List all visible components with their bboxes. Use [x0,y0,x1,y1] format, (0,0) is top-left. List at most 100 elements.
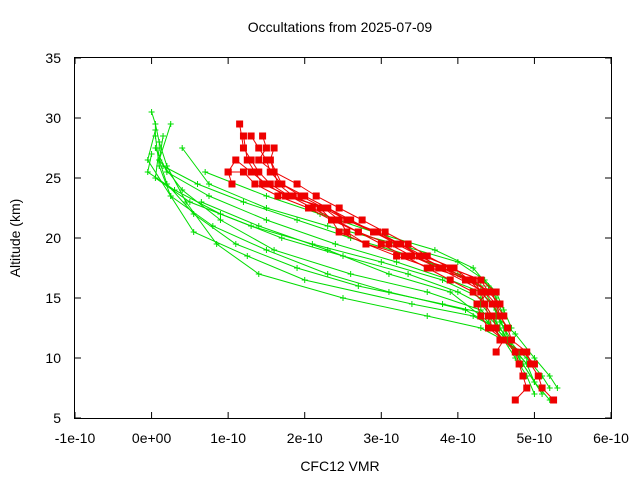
data-point-square [496,312,504,320]
plot-frame [74,57,612,419]
data-point-square [247,132,255,140]
x-tick-label: 4e-10 [440,430,476,446]
data-point-plus [198,199,205,205]
profile-line [147,129,543,395]
data-point-plus [263,205,270,211]
data-point-square [435,264,443,272]
data-point-plus [255,223,262,229]
data-point-square [496,300,504,308]
data-point-square [335,228,343,236]
profile-series-6 [144,151,523,361]
data-point-plus [179,145,186,151]
data-point-plus [439,277,446,283]
data-point-plus [179,187,186,193]
data-point-square [400,252,408,260]
profile-line [158,123,551,401]
data-point-square [484,324,492,332]
y-axis-label: Altitude (km) [7,199,23,278]
data-point-square [373,228,381,236]
data-point-square [484,312,492,320]
profile-series-10 [202,169,507,319]
data-point-plus [167,121,174,127]
data-point-plus [324,247,331,253]
data-point-square [259,180,267,188]
data-point-plus [447,289,454,295]
data-point-square [423,252,431,260]
data-point-square [534,372,542,380]
data-point-square [488,312,496,320]
data-point-plus [324,223,331,229]
data-point-square [282,192,290,200]
data-point-square [377,240,385,248]
data-point-square [427,264,435,272]
data-point-plus [512,331,519,337]
data-point-square [305,204,313,212]
profile-series-3 [144,127,546,397]
data-point-plus [431,247,438,253]
data-point-square [484,288,492,296]
data-point-square [251,168,259,176]
data-point-plus [163,169,170,175]
data-point-square [335,216,343,224]
data-point-square [255,144,263,152]
profile-series-0 [148,109,553,391]
data-point-square [247,168,255,176]
data-point-square [289,192,297,200]
data-point-square [358,216,366,224]
data-point-plus [408,301,415,307]
data-point-square [331,216,339,224]
data-point-plus [385,289,392,295]
data-point-plus [294,217,301,223]
profile-line [151,111,551,389]
data-point-square [519,348,527,356]
data-point-square [293,180,301,188]
profile-series-8 [160,163,515,343]
data-point-square [523,348,531,356]
data-point-square [446,276,454,284]
data-point-plus [263,217,270,223]
data-point-square [465,276,473,284]
data-point-square [469,288,477,296]
x-tick-label: 3e-10 [363,430,399,446]
data-point-square [530,360,538,368]
data-point-square [297,192,305,200]
data-point-square [362,240,370,248]
data-point-square [343,228,351,236]
data-point-plus [202,169,209,175]
data-point-square [519,372,527,380]
data-point-square [492,300,500,308]
data-point-plus [152,121,159,127]
profile-series-2 [156,133,561,391]
data-point-square [239,144,247,152]
data-point-square [270,144,278,152]
data-point-square [481,288,489,296]
x-axis-label: CFC12 VMR [300,458,379,474]
data-point-square [419,252,427,260]
profile-line [201,201,535,395]
data-point-plus [152,175,159,181]
data-point-plus [190,229,197,235]
data-point-square [423,264,431,272]
data-point-plus [156,145,163,151]
x-tick-label: 0e+00 [132,430,172,446]
data-point-square [381,228,389,236]
data-point-square [301,192,309,200]
data-point-square [262,156,270,164]
profile-series-19 [266,156,500,296]
data-point-square [312,192,320,200]
axes-layer: -1e-10 0e+00 1e-10 2e-10 3e-10 4e-10 5e-10 6e-1… [45,50,629,446]
data-point-square [266,168,274,176]
profile-line [205,171,505,317]
series-layer [144,109,561,404]
data-point-square [247,156,255,164]
data-point-square [393,252,401,260]
x-tick-label: 2e-10 [287,430,323,446]
data-point-plus [206,193,212,199]
data-point-square [538,384,546,392]
data-point-plus [385,271,392,277]
data-point-plus [244,253,251,259]
data-point-plus [144,157,151,163]
data-point-square [320,204,328,212]
data-point-plus [324,271,331,277]
data-point-square [500,312,508,320]
